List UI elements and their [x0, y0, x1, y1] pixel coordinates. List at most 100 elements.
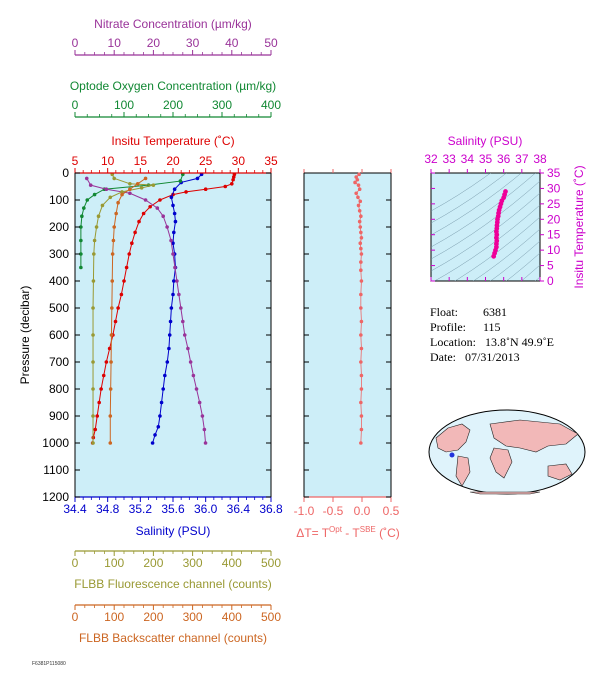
salinity-point: [159, 400, 164, 405]
nitrate-point: [128, 191, 132, 196]
pressure-tick-label: 1000: [42, 436, 69, 450]
delta-t-point: [359, 236, 364, 240]
nitrate-point: [194, 387, 199, 391]
density-contour: [431, 173, 507, 224]
salinity-point: [171, 241, 175, 245]
salinity-point: [167, 333, 172, 337]
temperature-point: [127, 252, 132, 256]
density-contour: [431, 173, 522, 236]
nitrate-profile-line: [86, 178, 207, 444]
temperature-point: [122, 279, 126, 283]
salinity-tick-label: 36.4: [227, 502, 251, 516]
fluorescence-point: [96, 214, 101, 218]
oxygen-point: [79, 238, 83, 243]
oxygen-tick-label: 100: [114, 98, 134, 112]
pressure-tick-label: 700: [49, 355, 69, 369]
temperature-tick-label: 30: [232, 154, 246, 168]
backscatter-point: [114, 211, 118, 216]
delta-t-point: [359, 230, 363, 235]
backscatter-point: [110, 306, 114, 310]
backscatter-point: [110, 252, 115, 256]
fluorescence-tick-label: 300: [183, 556, 203, 570]
nitrate-point: [182, 333, 187, 337]
map-continents: [435, 419, 579, 495]
pressure-tick-label: 0: [62, 166, 69, 180]
salinity-point: [171, 292, 175, 297]
ts-salinity-tick-label: 33: [442, 152, 456, 166]
pressure-tick-label: 1100: [43, 463, 69, 477]
delta-t-point: [359, 292, 363, 297]
backscatter-point: [109, 333, 114, 337]
temperature-point: [95, 414, 100, 418]
backscatter-tick-label: 500: [261, 610, 281, 624]
oxygen-point: [79, 225, 83, 229]
temperature-axis: Insitu Temperature (˚C) 5 10 15 20 25 30 35: [72, 134, 278, 174]
backscatter-point: [112, 225, 116, 229]
backscatter-tick-label: 200: [143, 610, 163, 624]
delta-t-tick-label: 0.0: [354, 504, 371, 518]
nitrate-tick-label: 50: [264, 36, 278, 50]
fluorescence-tick-label: 500: [261, 556, 281, 570]
fluorescence-point: [128, 182, 132, 186]
delta-t-point: [359, 214, 363, 218]
density-contour: [431, 180, 540, 260]
profile-value: 115: [483, 320, 501, 334]
salinity-point: [158, 414, 162, 418]
salinity-axis-label: Salinity (PSU): [136, 524, 211, 538]
nitrate-point: [169, 238, 173, 243]
ts-temperature-tick-label: 20: [547, 212, 561, 226]
backscatter-profile-line: [109, 177, 146, 443]
nitrate-point: [88, 183, 93, 187]
density-contour: [473, 228, 540, 281]
nitrate-point: [191, 373, 196, 378]
oxygen-tick-label: 200: [163, 98, 183, 112]
temperature-point: [148, 204, 152, 209]
delta-t-point: [359, 373, 364, 378]
ts-axes: Salinity (PSU) Insitu Temperature (˚C) 3…: [424, 134, 586, 289]
density-contours: [431, 173, 540, 281]
pressure-tick-label: 300: [49, 247, 69, 261]
temperature-tick-label: 35: [264, 154, 278, 168]
delta-t-axis-label: ΔT= TOpt - TSBE (˚C): [296, 525, 400, 540]
salinity-tick-label: 35.2: [129, 502, 153, 516]
oxygen-point: [79, 252, 83, 256]
nitrate-axis-label: Nitrate Concentration (µm/kg): [94, 17, 252, 31]
nitrate-tick-label: 10: [108, 36, 122, 50]
delta-t-point: [353, 180, 357, 185]
backscatter-point: [108, 387, 113, 391]
ts-salinity-label: Salinity (PSU): [448, 134, 523, 148]
nitrate-tick-label: 0: [72, 36, 79, 50]
salinity-point: [153, 433, 157, 437]
oxygen-point: [92, 192, 97, 197]
main-plot-area: [74, 172, 272, 498]
fluorescence-point: [91, 387, 95, 391]
temperature-point: [107, 346, 112, 351]
delta-t-point: [359, 252, 364, 256]
world-map: [428, 409, 586, 495]
date-label: Date:: [430, 350, 456, 364]
oxygen-point: [85, 198, 90, 202]
temperature-point: [124, 265, 129, 270]
delta-t-plot-area: [303, 172, 392, 498]
temperature-point: [203, 187, 208, 191]
americas-north-shape: [435, 423, 471, 453]
salinity-tick-label: 35.6: [161, 502, 185, 516]
temperature-point: [130, 241, 134, 245]
temperature-point: [141, 211, 146, 216]
nitrate-tick-label: 30: [186, 36, 200, 50]
nitrate-tick-label: 20: [147, 36, 161, 50]
delta-t-point: [359, 268, 363, 273]
backscatter-axis: FLBB Backscatter channel (counts) 0 100 20…: [72, 604, 281, 645]
ts-salinity-tick-label: 36: [497, 152, 511, 166]
fluorescence-point: [112, 176, 116, 181]
delta-t-point: [357, 219, 362, 224]
delta-t-tick-label: -1.0: [294, 504, 315, 518]
salinity-point: [195, 176, 200, 181]
delta-t-point: [356, 195, 360, 200]
backscatter-tick-label: 0: [72, 610, 79, 624]
nitrate-point: [155, 206, 160, 210]
backscatter-point: [120, 192, 124, 197]
ts-plot-area: [430, 172, 541, 282]
oxygen-tick-label: 0: [72, 98, 79, 112]
